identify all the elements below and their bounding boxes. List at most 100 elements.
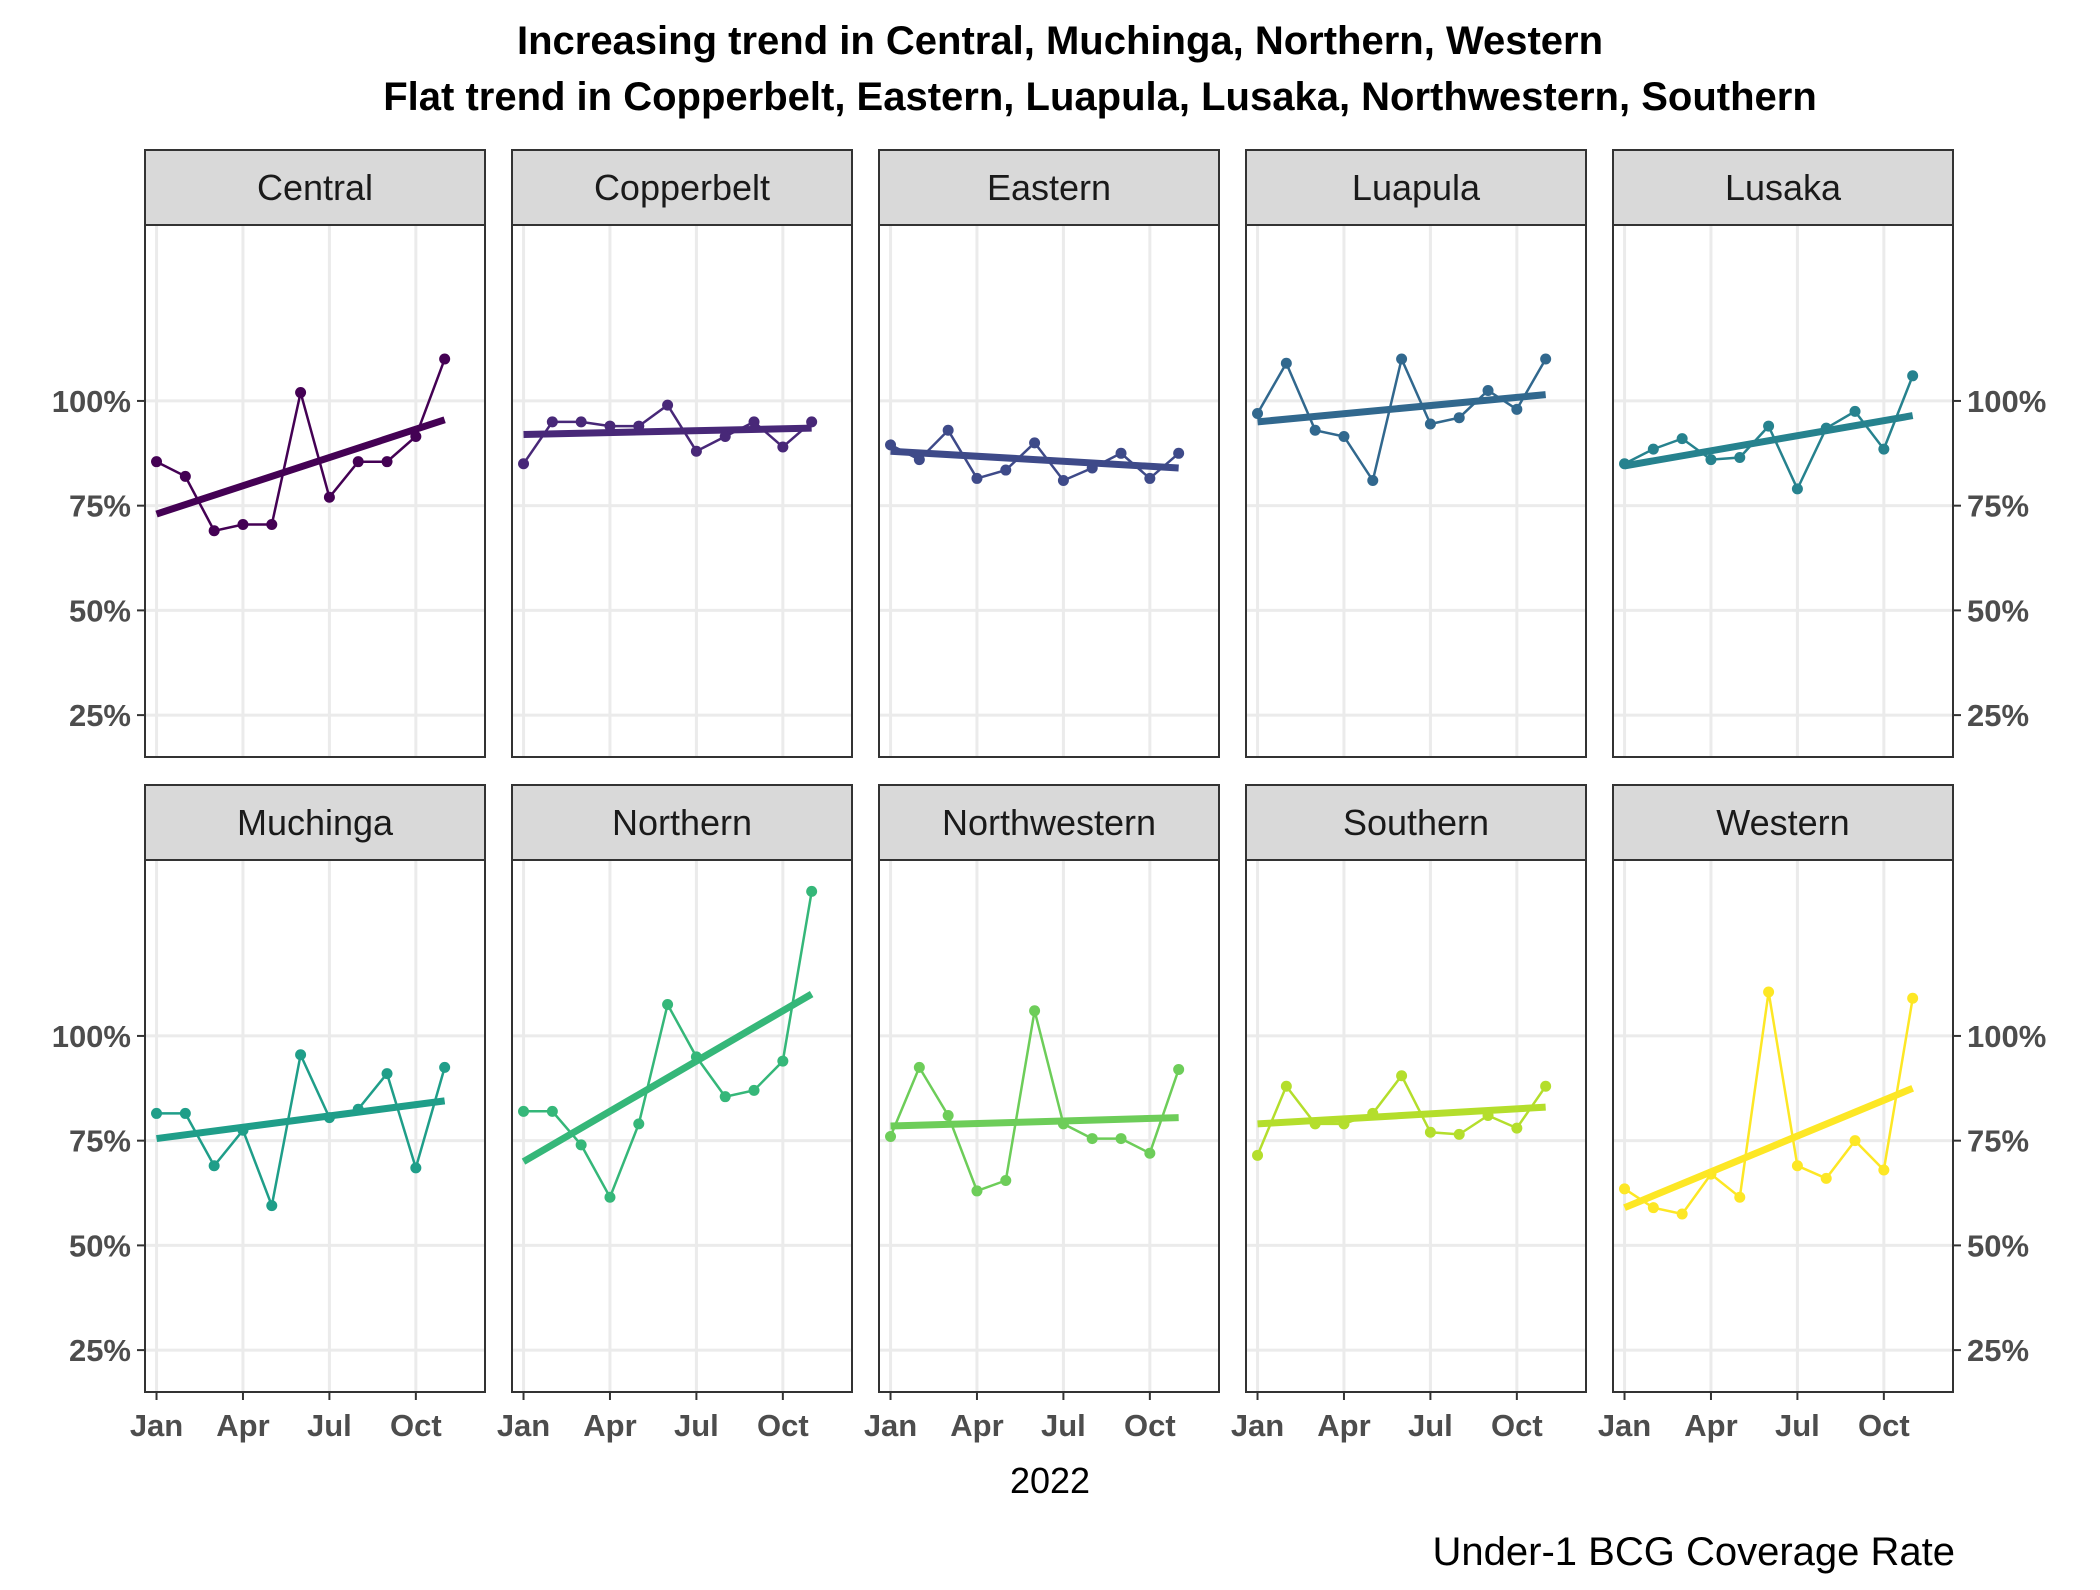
data-point <box>179 1107 191 1119</box>
plot-background <box>512 225 852 757</box>
data-point <box>1367 475 1379 487</box>
gridlines <box>879 225 1219 757</box>
facet-label: Lusaka <box>1725 167 1842 208</box>
data-point <box>913 454 925 466</box>
data-point <box>1000 464 1012 476</box>
y-tick-label: 25% <box>1967 698 2029 733</box>
data-point <box>662 999 674 1011</box>
data-point <box>777 441 789 453</box>
facet-panel-lusaka: Lusaka 25% 50% 75% 100% <box>1612 149 2046 758</box>
x-tick-label: Oct <box>390 1408 442 1443</box>
x-tick-label: Jul <box>674 1408 719 1443</box>
facet-panel-luapula: Luapula <box>1245 149 1587 758</box>
data-point <box>1309 1118 1321 1130</box>
facet-strip <box>878 149 1220 226</box>
data-point <box>410 1162 422 1174</box>
x-tick-label: Oct <box>1491 1408 1543 1443</box>
data-point <box>1619 458 1631 470</box>
data-point <box>1647 443 1659 455</box>
plot-background <box>1246 860 1586 1392</box>
facet-label: Central <box>257 167 373 208</box>
x-axis-title: 2022 <box>1010 1460 1090 1501</box>
data-point <box>151 456 163 468</box>
gridlines <box>512 225 852 757</box>
data-point <box>1309 424 1321 436</box>
data-point <box>748 1084 760 1096</box>
gridlines <box>512 860 852 1392</box>
facet-label: Southern <box>1343 802 1489 843</box>
data-point <box>719 1091 731 1103</box>
data-point <box>971 1185 983 1197</box>
data-point <box>690 1051 702 1063</box>
gridlines <box>1246 225 1586 757</box>
chart-caption: Under-1 BCG Coverage Rate <box>1433 1530 1955 1574</box>
y-tick-label: 25% <box>1967 1333 2029 1368</box>
title-line-2: Flat trend in Copperbelt, Eastern, Luapu… <box>383 75 1817 119</box>
data-point <box>1734 1191 1746 1203</box>
y-tick-label: 50% <box>69 593 131 628</box>
data-point <box>151 1107 163 1119</box>
y-tick-label: 75% <box>1967 1124 2029 1159</box>
data-point <box>971 472 983 484</box>
facet-panel-central: Central 25% 50% 75% 100% <box>52 149 486 758</box>
panel-border <box>144 224 486 758</box>
x-tick-label: Jul <box>307 1408 352 1443</box>
x-tick-label: Apr <box>1317 1408 1370 1443</box>
data-point <box>1424 1126 1436 1138</box>
y-tick-label: 50% <box>1967 593 2029 628</box>
x-tick-label: Oct <box>757 1408 809 1443</box>
data-point <box>942 1110 954 1122</box>
facet-label: Eastern <box>987 167 1111 208</box>
gridlines <box>145 225 485 757</box>
data-point <box>1482 1110 1494 1122</box>
data-point <box>885 439 897 451</box>
y-tick-label: 75% <box>69 1124 131 1159</box>
panel-border <box>1245 859 1587 1393</box>
data-point <box>604 1191 616 1203</box>
data-point <box>1453 412 1465 424</box>
y-tick-label: 25% <box>69 1333 131 1368</box>
data-point <box>352 1103 364 1115</box>
plot-background <box>1613 225 1953 757</box>
data-point <box>1252 1149 1264 1161</box>
plot-background <box>145 225 485 757</box>
x-tick-label: Jan <box>1598 1408 1651 1443</box>
data-point <box>439 353 451 365</box>
data-point <box>719 431 731 443</box>
data-point <box>323 1112 335 1124</box>
trend-line-northwestern <box>890 1114 1179 1130</box>
data-point <box>942 424 954 436</box>
x-tick-label: Apr <box>1684 1408 1737 1443</box>
data-point <box>1763 420 1775 432</box>
data-point <box>575 1139 587 1151</box>
x-tick-label: Jan <box>497 1408 550 1443</box>
data-point <box>1115 1133 1127 1145</box>
data-point <box>1057 1118 1069 1130</box>
facet-label: Northwestern <box>942 802 1156 843</box>
plot-background <box>1613 860 1953 1392</box>
data-point <box>1000 1174 1012 1186</box>
data-point <box>1115 447 1127 459</box>
data-point <box>604 420 616 432</box>
data-point <box>1453 1128 1465 1140</box>
x-tick-label: Jul <box>1041 1408 1086 1443</box>
data-point <box>237 1124 249 1136</box>
facet-panel-muchinga: Muchinga 25% 50% 75% 100% Jan Apr Jul Oct <box>52 784 486 1443</box>
trend-line-luapula <box>1257 391 1546 426</box>
data-point <box>1878 1164 1890 1176</box>
data-point <box>1280 1080 1292 1092</box>
data-point <box>1280 357 1292 369</box>
data-point <box>806 416 818 428</box>
data-point <box>1540 1080 1552 1092</box>
y-tick-label: 100% <box>52 1019 131 1054</box>
data-point <box>1849 405 1861 417</box>
facet-strip <box>511 149 853 226</box>
data-point <box>208 1160 220 1172</box>
facet-panels: Central 25% 50% 75% 100% Copperbelt Eastern Lua… <box>52 149 2046 1443</box>
data-point <box>1144 472 1156 484</box>
data-point <box>1338 1118 1350 1130</box>
facet-strip <box>1612 149 1954 226</box>
data-point <box>633 420 645 432</box>
facet-strip <box>144 149 486 226</box>
data-point <box>777 1055 789 1067</box>
